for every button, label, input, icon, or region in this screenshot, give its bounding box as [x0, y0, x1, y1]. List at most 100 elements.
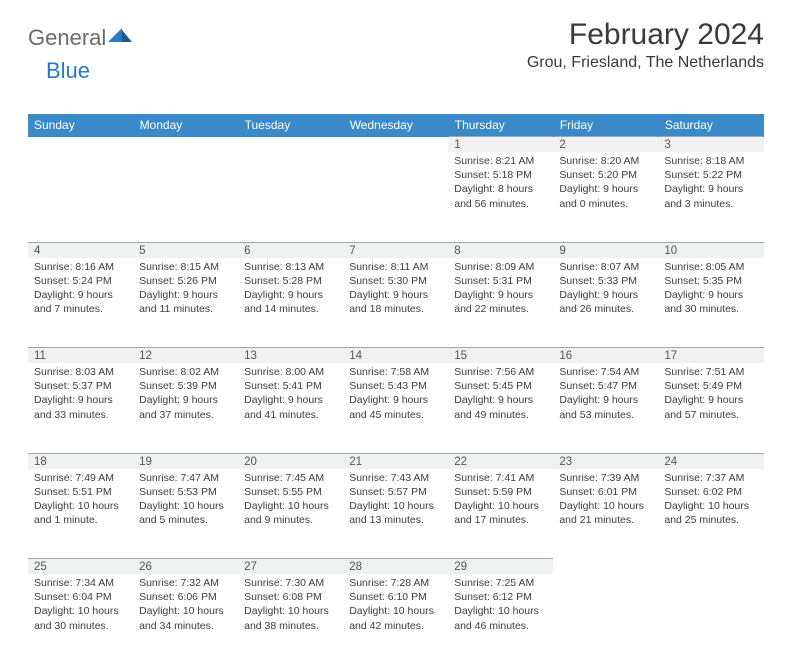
- sunset-line: Sunset: 5:53 PM: [139, 485, 232, 499]
- day-number-cell: [343, 137, 448, 153]
- sunrise-line: Sunrise: 7:28 AM: [349, 576, 442, 590]
- calendar-table: Sunday Monday Tuesday Wednesday Thursday…: [28, 114, 764, 664]
- day-number-cell: 28: [343, 559, 448, 575]
- day-number-cell: 24: [658, 453, 763, 469]
- day-number-cell: 19: [133, 453, 238, 469]
- sunset-line: Sunset: 5:31 PM: [454, 274, 547, 288]
- day-header: Friday: [553, 114, 658, 137]
- daylight-line: Daylight: 9 hours and 26 minutes.: [559, 288, 652, 316]
- day-number-cell: 23: [553, 453, 658, 469]
- daylight-line: Daylight: 10 hours and 9 minutes.: [244, 499, 337, 527]
- daylight-line: Daylight: 9 hours and 41 minutes.: [244, 393, 337, 421]
- sunrise-line: Sunrise: 7:49 AM: [34, 471, 127, 485]
- sunset-line: Sunset: 5:35 PM: [664, 274, 757, 288]
- sunset-line: Sunset: 5:51 PM: [34, 485, 127, 499]
- day-details-cell: Sunrise: 7:37 AMSunset: 6:02 PMDaylight:…: [658, 469, 763, 557]
- day-details-row: Sunrise: 8:21 AMSunset: 5:18 PMDaylight:…: [28, 152, 764, 240]
- daylight-line: Daylight: 9 hours and 7 minutes.: [34, 288, 127, 316]
- sunset-line: Sunset: 5:43 PM: [349, 379, 442, 393]
- sunset-line: Sunset: 5:55 PM: [244, 485, 337, 499]
- daylight-line: Daylight: 10 hours and 17 minutes.: [454, 499, 547, 527]
- daylight-line: Daylight: 10 hours and 25 minutes.: [664, 499, 757, 527]
- sunset-line: Sunset: 5:24 PM: [34, 274, 127, 288]
- day-number-cell: 10: [658, 242, 763, 258]
- day-details-cell: Sunrise: 7:32 AMSunset: 6:06 PMDaylight:…: [133, 574, 238, 662]
- day-details-cell: Sunrise: 8:00 AMSunset: 5:41 PMDaylight:…: [238, 363, 343, 451]
- sunrise-line: Sunrise: 7:47 AM: [139, 471, 232, 485]
- day-header-row: Sunday Monday Tuesday Wednesday Thursday…: [28, 114, 764, 137]
- day-number-cell: 15: [448, 348, 553, 364]
- day-details-cell: Sunrise: 7:51 AMSunset: 5:49 PMDaylight:…: [658, 363, 763, 451]
- day-number-cell: 20: [238, 453, 343, 469]
- sunrise-line: Sunrise: 7:45 AM: [244, 471, 337, 485]
- sunrise-line: Sunrise: 8:16 AM: [34, 260, 127, 274]
- sunset-line: Sunset: 5:22 PM: [664, 168, 757, 182]
- sunset-line: Sunset: 5:26 PM: [139, 274, 232, 288]
- day-number-cell: 9: [553, 242, 658, 258]
- sunrise-line: Sunrise: 8:07 AM: [559, 260, 652, 274]
- day-details-cell: Sunrise: 8:03 AMSunset: 5:37 PMDaylight:…: [28, 363, 133, 451]
- daylight-line: Daylight: 9 hours and 30 minutes.: [664, 288, 757, 316]
- daylight-line: Daylight: 9 hours and 22 minutes.: [454, 288, 547, 316]
- day-details-cell: Sunrise: 8:09 AMSunset: 5:31 PMDaylight:…: [448, 258, 553, 346]
- day-number-cell: [658, 559, 763, 575]
- day-number-cell: 2: [553, 137, 658, 153]
- sunset-line: Sunset: 5:41 PM: [244, 379, 337, 393]
- day-details-cell: Sunrise: 7:54 AMSunset: 5:47 PMDaylight:…: [553, 363, 658, 451]
- daylight-line: Daylight: 9 hours and 57 minutes.: [664, 393, 757, 421]
- sunset-line: Sunset: 6:04 PM: [34, 590, 127, 604]
- sunset-line: Sunset: 5:49 PM: [664, 379, 757, 393]
- logo-text-blue: Blue: [46, 58, 90, 83]
- day-details-row: Sunrise: 7:34 AMSunset: 6:04 PMDaylight:…: [28, 574, 764, 662]
- day-number-cell: 14: [343, 348, 448, 364]
- day-details-row: Sunrise: 7:49 AMSunset: 5:51 PM Daylight:…: [28, 469, 764, 557]
- day-number-cell: [133, 137, 238, 153]
- day-details-cell: Sunrise: 7:30 AMSunset: 6:08 PMDaylight:…: [238, 574, 343, 662]
- day-details-cell: Sunrise: 7:41 AMSunset: 5:59 PMDaylight:…: [448, 469, 553, 557]
- day-details-cell: [343, 152, 448, 240]
- day-number-cell: 17: [658, 348, 763, 364]
- sunset-line: Sunset: 5:39 PM: [139, 379, 232, 393]
- day-number-cell: 29: [448, 559, 553, 575]
- day-details-row: Sunrise: 8:03 AMSunset: 5:37 PMDaylight:…: [28, 363, 764, 451]
- sunrise-line: Sunrise: 7:41 AM: [454, 471, 547, 485]
- day-number-cell: 1: [448, 137, 553, 153]
- day-header: Sunday: [28, 114, 133, 137]
- day-number-cell: 7: [343, 242, 448, 258]
- sunrise-line: Sunrise: 7:37 AM: [664, 471, 757, 485]
- sunrise-line: Sunrise: 8:02 AM: [139, 365, 232, 379]
- day-number-cell: [238, 137, 343, 153]
- day-number-cell: 22: [448, 453, 553, 469]
- day-details-cell: Sunrise: 7:49 AMSunset: 5:51 PMDaylight:…: [28, 469, 133, 557]
- day-number-row: 45678910: [28, 242, 764, 258]
- day-number-cell: 6: [238, 242, 343, 258]
- day-number-cell: 12: [133, 348, 238, 364]
- sunrise-line: Sunrise: 7:54 AM: [559, 365, 652, 379]
- calendar-page: General February 2024 Grou, Friesland, T…: [0, 0, 792, 664]
- sunset-line: Sunset: 6:02 PM: [664, 485, 757, 499]
- day-number-row: 123: [28, 137, 764, 153]
- day-number-cell: 18: [28, 453, 133, 469]
- sunrise-line: Sunrise: 7:25 AM: [454, 576, 547, 590]
- logo: General: [28, 18, 136, 51]
- day-details-cell: Sunrise: 7:28 AMSunset: 6:10 PMDaylight:…: [343, 574, 448, 662]
- day-number-cell: 25: [28, 559, 133, 575]
- daylight-line: Daylight: 9 hours and 49 minutes.: [454, 393, 547, 421]
- daylight-line: Daylight: 10 hours and 13 minutes.: [349, 499, 442, 527]
- sunset-line: Sunset: 5:20 PM: [559, 168, 652, 182]
- day-details-cell: Sunrise: 8:20 AMSunset: 5:20 PMDaylight:…: [553, 152, 658, 240]
- day-number-cell: 27: [238, 559, 343, 575]
- day-details-cell: Sunrise: 8:11 AMSunset: 5:30 PMDaylight:…: [343, 258, 448, 346]
- sunrise-line: Sunrise: 7:34 AM: [34, 576, 127, 590]
- sunrise-line: Sunrise: 7:58 AM: [349, 365, 442, 379]
- day-details-cell: [658, 574, 763, 662]
- day-details-cell: [238, 152, 343, 240]
- daylight-line: Daylight: 9 hours and 0 minutes.: [559, 182, 652, 210]
- daylight-line: Daylight: 10 hours and 30 minutes.: [34, 604, 127, 632]
- sunrise-line: Sunrise: 8:15 AM: [139, 260, 232, 274]
- day-number-cell: 13: [238, 348, 343, 364]
- day-details-cell: Sunrise: 7:43 AMSunset: 5:57 PMDaylight:…: [343, 469, 448, 557]
- day-details-cell: [553, 574, 658, 662]
- daylight-line: Daylight: 10 hours and 38 minutes.: [244, 604, 337, 632]
- day-details-cell: Sunrise: 8:13 AMSunset: 5:28 PMDaylight:…: [238, 258, 343, 346]
